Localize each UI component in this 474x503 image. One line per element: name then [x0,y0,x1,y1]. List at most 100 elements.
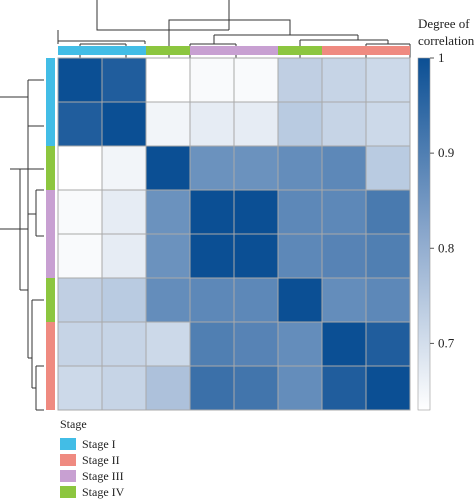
heatmap-cell [57,145,103,191]
heatmap-cell [145,145,191,191]
legend-title: Stage [60,417,87,431]
heatmap-cell [365,145,411,191]
column-stage-marker [366,46,410,55]
colorbar-tick-label: 0.9 [438,145,454,160]
colorbar-title-line1: Degree of [418,16,470,31]
heatmap-cell [277,57,323,103]
row-stage-marker [46,102,55,146]
row-stage-band [46,58,55,410]
column-stage-marker [102,46,146,55]
heatmap-cell [189,233,235,279]
colorbar-ticks: 1 0.9 0.8 0.7 [430,50,455,350]
heatmap-cell [277,321,323,367]
row-stage-marker [46,322,55,366]
legend-swatch [60,438,76,450]
column-stage-marker [278,46,322,55]
heatmap-cell [233,365,279,411]
colorbar-title-line2: correlation [418,33,474,48]
heatmap-cell [101,321,147,367]
heatmap-cell [145,233,191,279]
heatmap-cell [277,189,323,235]
heatmap-cell [189,57,235,103]
heatmap-cell [365,321,411,367]
heatmap-cell [321,145,367,191]
colorbar-tick-label: 1 [438,50,445,65]
heatmap-cell [57,277,103,323]
heatmap-cell [277,277,323,323]
heatmap-cell [277,365,323,411]
heatmap-cell [145,277,191,323]
heatmap-cell [233,189,279,235]
heatmap-cell [233,145,279,191]
heatmap-cell [189,145,235,191]
colorbar-tick-label: 0.8 [438,240,454,255]
heatmap-cell [57,233,103,279]
colorbar-gradient [417,57,431,411]
legend-swatch [60,486,76,498]
heatmap-cell [365,101,411,147]
heatmap-cell [57,321,103,367]
legend-swatch [60,454,76,466]
heatmap-cell [145,101,191,147]
row-stage-marker [46,146,55,190]
row-stage-marker [46,278,55,322]
column-stage-band [58,46,410,55]
heatmap-cell [233,277,279,323]
heatmap-cell [321,277,367,323]
column-stage-marker [146,46,190,55]
column-stage-marker [190,46,234,55]
heatmap-cell [101,101,147,147]
heatmap-cell [321,189,367,235]
heatmap-cell [365,57,411,103]
colorbar: Degree of correlation 1 0.9 0.8 0.7 [417,16,474,411]
heatmap-cell [233,57,279,103]
legend-label: Stage III [82,469,124,483]
heatmap-cell [101,145,147,191]
stage-legend: Stage Stage I Stage II Stage III Stage IV [60,417,125,499]
column-stage-marker [58,46,102,55]
row-stage-marker [46,58,55,102]
heatmap-cell [365,233,411,279]
legend-swatch [60,470,76,482]
heatmap-cell [365,277,411,323]
colorbar-tick-label: 0.7 [438,335,455,350]
row-dendrogram [0,79,44,411]
heatmap-cell [233,321,279,367]
heatmap-cell [365,189,411,235]
heatmap-cell [57,365,103,411]
heatmap-cell [189,277,235,323]
heatmap-cell [57,189,103,235]
heatmap-cell [321,233,367,279]
heatmap-cells [57,57,411,411]
heatmap-cell [101,57,147,103]
row-stage-marker [46,234,55,278]
heatmap-cell [277,145,323,191]
heatmap-cell [101,365,147,411]
row-stage-marker [46,190,55,234]
heatmap-cell [189,189,235,235]
heatmap-cell [145,365,191,411]
heatmap-cell [145,321,191,367]
heatmap-cell [57,101,103,147]
heatmap-cell [145,57,191,103]
heatmap-cell [321,57,367,103]
heatmap-cell [101,233,147,279]
heatmap-cell [277,101,323,147]
column-stage-marker [234,46,278,55]
legend-label: Stage I [82,437,116,451]
heatmap-cell [321,101,367,147]
heatmap-cell [189,321,235,367]
heatmap-cell [145,189,191,235]
heatmap-cell [57,57,103,103]
heatmap-cell [189,101,235,147]
row-stage-marker [46,366,55,410]
heatmap-cell [233,101,279,147]
column-stage-marker [322,46,366,55]
heatmap-cell [321,365,367,411]
heatmap-cell [277,233,323,279]
heatmap-cell [321,321,367,367]
heatmap-cell [101,277,147,323]
legend-label: Stage II [82,453,120,467]
heatmap-cell [189,365,235,411]
